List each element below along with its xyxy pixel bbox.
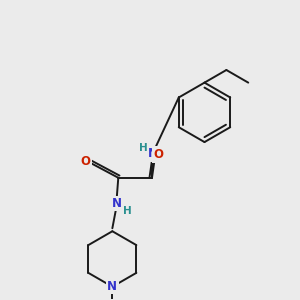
Text: N: N [148, 148, 158, 160]
Text: N: N [112, 197, 122, 210]
Text: O: O [153, 148, 163, 161]
Text: H: H [123, 206, 132, 216]
Text: N: N [107, 280, 117, 293]
Text: O: O [81, 155, 91, 168]
Text: H: H [139, 143, 147, 153]
